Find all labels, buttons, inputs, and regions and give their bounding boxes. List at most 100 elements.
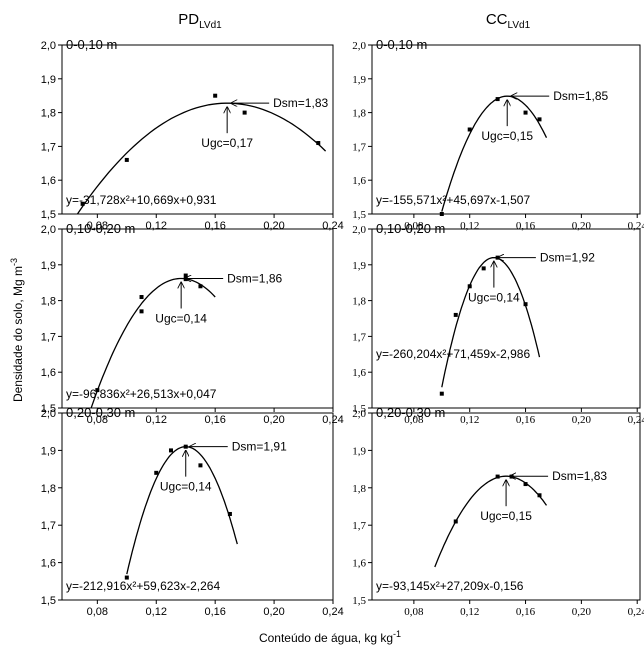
annotation: Ugc=0,14 — [160, 480, 212, 494]
annotation: Dsm=1,83 — [552, 469, 607, 483]
panel: 1,51,61,71,81,92,00,080,120,160,200,240,… — [352, 221, 644, 426]
y-tick-label: 1,6 — [352, 558, 366, 570]
y-tick-label: 2,0 — [41, 224, 56, 236]
y-tick-label: 1,8 — [352, 296, 366, 308]
x-tick-label: 0,20 — [263, 220, 284, 232]
panel: 1,51,61,71,81,92,00,080,120,160,200,240,… — [352, 405, 644, 618]
equation: y=-93,145x²+27,209x-0,156 — [376, 579, 524, 593]
x-tick-label: 0,24 — [628, 414, 644, 426]
x-label-sup: -1 — [393, 629, 401, 639]
y-tick-label: 2,0 — [352, 408, 366, 420]
column-title: CCLVd1 — [486, 11, 531, 31]
equation: y=-260,204x²+71,459x-2,986 — [376, 347, 530, 361]
annotation: Dsm=1,91 — [232, 440, 287, 454]
data-point — [198, 463, 203, 468]
x-tick-label: 0,20 — [572, 220, 592, 232]
y-tick-label: 2,0 — [352, 40, 366, 52]
data-point — [183, 444, 188, 449]
y-tick-label: 1,5 — [352, 209, 366, 221]
y-tick-label: 1,7 — [41, 520, 56, 532]
data-point — [139, 295, 144, 300]
y-axis-label: Densidade do solo, Mg m-3 — [9, 258, 25, 402]
x-tick-label: 0,24 — [322, 606, 343, 618]
panel-title: 0,20-0,30 m — [376, 405, 445, 420]
y-tick-label: 1,9 — [352, 74, 366, 86]
panel-title: 0-0,10 m — [66, 37, 117, 52]
data-point — [537, 117, 542, 122]
data-point — [495, 474, 500, 479]
annotation: Dsm=1,83 — [273, 96, 328, 110]
y-tick-label: 2,0 — [352, 224, 366, 236]
x-tick-label: 0,16 — [516, 220, 536, 232]
data-point — [523, 110, 528, 115]
annotation: Ugc=0,15 — [480, 509, 532, 523]
y-tick-label: 1,7 — [41, 141, 56, 153]
data-point — [95, 388, 100, 393]
x-tick-label: 0,08 — [87, 606, 108, 618]
y-tick-label: 1,7 — [352, 520, 366, 532]
y-tick-label: 1,9 — [41, 445, 56, 457]
x-tick-label: 0,20 — [263, 414, 284, 426]
y-tick-label: 1,5 — [41, 595, 56, 607]
x-tick-label: 0,08 — [87, 414, 108, 426]
panel: 1,51,61,71,81,92,00,080,120,160,200,240-… — [352, 37, 644, 232]
data-point — [213, 93, 218, 98]
data-point — [198, 284, 203, 289]
y-tick-label: 1,8 — [352, 483, 366, 495]
x-label-main: Conteúdo de água, kg kg — [259, 631, 393, 645]
column-title: PDLVd1 — [178, 11, 222, 31]
panel-title: 0,10-0,20 m — [376, 221, 445, 236]
column-title-sub: LVd1 — [508, 20, 531, 31]
x-tick-label: 0,08 — [404, 606, 424, 618]
column-title-main: PD — [178, 11, 199, 28]
x-tick-label: 0,16 — [516, 606, 536, 618]
data-point — [154, 470, 159, 475]
x-tick-label: 0,12 — [146, 606, 167, 618]
fit-curve — [76, 102, 327, 214]
data-point — [523, 302, 528, 307]
y-tick-label: 2,0 — [41, 408, 56, 420]
y-label-sup: -3 — [9, 258, 19, 266]
y-tick-label: 1,7 — [352, 141, 366, 153]
panel-title: 0,20-0,30 m — [66, 405, 135, 420]
fit-curve — [441, 95, 548, 212]
data-point — [124, 157, 129, 162]
y-tick-label: 1,9 — [352, 260, 366, 272]
fit-curve — [126, 445, 238, 575]
annotation: Ugc=0,15 — [481, 129, 533, 143]
x-tick-label: 0,12 — [146, 220, 167, 232]
plot-frame — [371, 228, 641, 409]
y-tick-label: 1,8 — [41, 108, 56, 120]
x-tick-label: 0,20 — [263, 606, 284, 618]
y-tick-label: 1,7 — [41, 331, 56, 343]
data-point — [523, 482, 528, 487]
data-point — [439, 212, 444, 216]
y-tick-label: 1,8 — [41, 483, 56, 495]
y-tick-label: 1,9 — [41, 260, 56, 272]
annotation: Ugc=0,17 — [201, 136, 253, 150]
y-tick-label: 1,5 — [352, 403, 366, 415]
data-point — [124, 575, 129, 580]
x-axis-label: Conteúdo de água, kg kg-1 — [259, 629, 401, 645]
annotation: Dsm=1,85 — [553, 89, 608, 103]
y-tick-label: 1,9 — [41, 74, 56, 86]
y-tick-label: 1,6 — [352, 367, 366, 379]
data-point — [537, 493, 542, 498]
equation: y=-212,916x²+59,623x-2,264 — [66, 579, 220, 593]
equation: y=-31,728x²+10,669x+0,931 — [66, 193, 217, 207]
plot-frame — [61, 412, 334, 601]
x-tick-label: 0,16 — [204, 220, 225, 232]
x-tick-label: 0,20 — [572, 414, 592, 426]
y-tick-label: 1,8 — [41, 296, 56, 308]
y-tick-label: 2,0 — [41, 40, 56, 52]
column-title-sub: LVd1 — [199, 20, 222, 31]
fit-curve — [434, 475, 548, 568]
y-tick-label: 1,5 — [352, 595, 366, 607]
data-point — [453, 519, 458, 524]
y-label-main: Densidade do solo, Mg m — [11, 266, 25, 402]
data-point — [183, 277, 188, 282]
